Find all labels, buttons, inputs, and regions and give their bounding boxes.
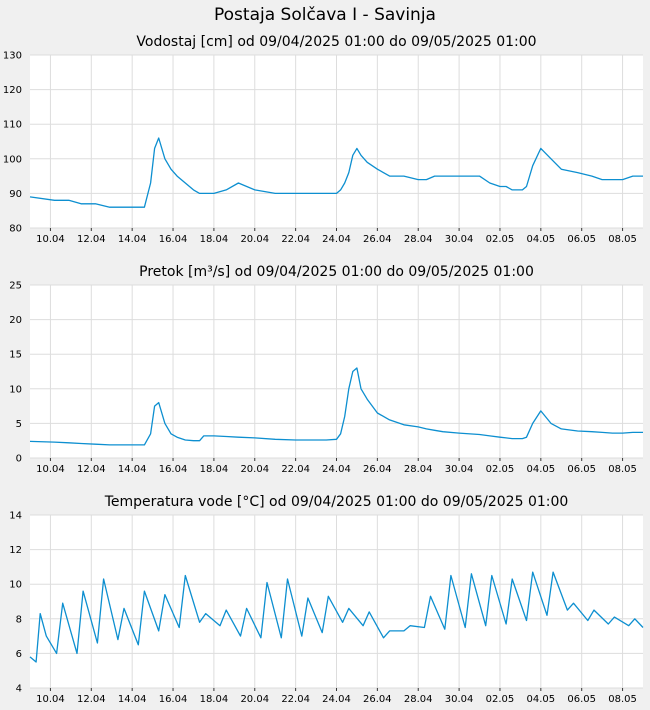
y-tick-label: 15 xyxy=(9,350,22,361)
x-tick-label: 14.04 xyxy=(118,694,147,705)
y-tick-label: 80 xyxy=(9,224,22,235)
x-tick-label: 20.04 xyxy=(240,234,269,245)
x-tick-label: 18.04 xyxy=(200,234,229,245)
x-tick-label: 08.05 xyxy=(608,694,637,705)
x-tick-label: 22.04 xyxy=(281,234,310,245)
x-tick-label: 28.04 xyxy=(404,694,433,705)
x-tick-label: 04.05 xyxy=(527,464,556,475)
y-tick-label: 90 xyxy=(9,189,22,200)
x-tick-label: 26.04 xyxy=(363,464,392,475)
series-line xyxy=(29,571,644,663)
x-tick-label: 24.04 xyxy=(322,464,351,475)
x-tick-label: 28.04 xyxy=(404,234,433,245)
x-tick-label: 18.04 xyxy=(200,694,229,705)
y-tick-label: 10 xyxy=(9,384,22,395)
y-tick-label: 0 xyxy=(16,454,22,465)
x-tick-label: 24.04 xyxy=(322,694,351,705)
x-tick-label: 26.04 xyxy=(363,694,392,705)
x-tick-label: 26.04 xyxy=(363,234,392,245)
x-tick-label: 02.05 xyxy=(486,464,515,475)
x-tick-label: 02.05 xyxy=(486,694,515,705)
x-tick-label: 30.04 xyxy=(445,694,474,705)
charts: Vodostaj [cm] od 09/04/2025 01:00 do 09/… xyxy=(3,34,644,705)
x-tick-label: 12.04 xyxy=(77,464,106,475)
x-tick-label: 10.04 xyxy=(36,234,65,245)
x-tick-label: 02.05 xyxy=(486,234,515,245)
x-tick-label: 10.04 xyxy=(36,694,65,705)
x-tick-label: 06.05 xyxy=(567,464,596,475)
y-tick-label: 100 xyxy=(3,154,22,165)
x-tick-label: 06.05 xyxy=(567,234,596,245)
series-line xyxy=(29,137,643,208)
y-tick-label: 110 xyxy=(3,120,22,131)
x-tick-label: 16.04 xyxy=(159,234,188,245)
x-tick-label: 14.04 xyxy=(118,234,147,245)
y-tick-label: 25 xyxy=(9,281,22,292)
y-tick-label: 12 xyxy=(9,545,22,556)
x-tick-label: 18.04 xyxy=(200,464,229,475)
x-tick-label: 22.04 xyxy=(281,464,310,475)
y-tick-label: 5 xyxy=(16,419,22,430)
x-tick-label: 16.04 xyxy=(159,694,188,705)
series-line xyxy=(29,367,643,446)
chart-title: Vodostaj [cm] od 09/04/2025 01:00 do 09/… xyxy=(136,34,536,50)
figure-title: Postaja Solčava I - Savinja xyxy=(214,5,436,25)
x-tick-label: 08.05 xyxy=(608,234,637,245)
y-tick-label: 130 xyxy=(3,51,22,62)
x-tick-label: 12.04 xyxy=(77,234,106,245)
x-tick-label: 22.04 xyxy=(281,694,310,705)
y-tick-label: 8 xyxy=(16,614,22,625)
chart-panel-3: Temperatura vode [°C] od 09/04/2025 01:0… xyxy=(9,494,644,705)
x-tick-label: 20.04 xyxy=(240,694,269,705)
x-tick-label: 20.04 xyxy=(240,464,269,475)
x-tick-label: 10.04 xyxy=(36,464,65,475)
y-tick-label: 20 xyxy=(9,315,22,326)
x-tick-label: 16.04 xyxy=(159,464,188,475)
x-tick-label: 06.05 xyxy=(567,694,596,705)
y-tick-label: 14 xyxy=(9,511,22,522)
chart-title: Pretok [m³/s] od 09/04/2025 01:00 do 09/… xyxy=(139,264,534,280)
chart-panel-1: Vodostaj [cm] od 09/04/2025 01:00 do 09/… xyxy=(3,34,643,245)
x-tick-label: 04.05 xyxy=(527,234,556,245)
x-tick-label: 14.04 xyxy=(118,464,147,475)
y-tick-label: 10 xyxy=(9,580,22,591)
x-tick-label: 08.05 xyxy=(608,464,637,475)
y-tick-label: 120 xyxy=(3,85,22,96)
x-tick-label: 30.04 xyxy=(445,464,474,475)
x-tick-label: 24.04 xyxy=(322,234,351,245)
y-tick-label: 6 xyxy=(16,649,22,660)
y-tick-label: 4 xyxy=(16,684,22,695)
x-tick-label: 28.04 xyxy=(404,464,433,475)
x-tick-label: 12.04 xyxy=(77,694,106,705)
chart-title: Temperatura vode [°C] od 09/04/2025 01:0… xyxy=(104,494,569,510)
x-tick-label: 04.05 xyxy=(527,694,556,705)
x-tick-label: 30.04 xyxy=(445,234,474,245)
chart-panel-2: Pretok [m³/s] od 09/04/2025 01:00 do 09/… xyxy=(9,264,643,475)
